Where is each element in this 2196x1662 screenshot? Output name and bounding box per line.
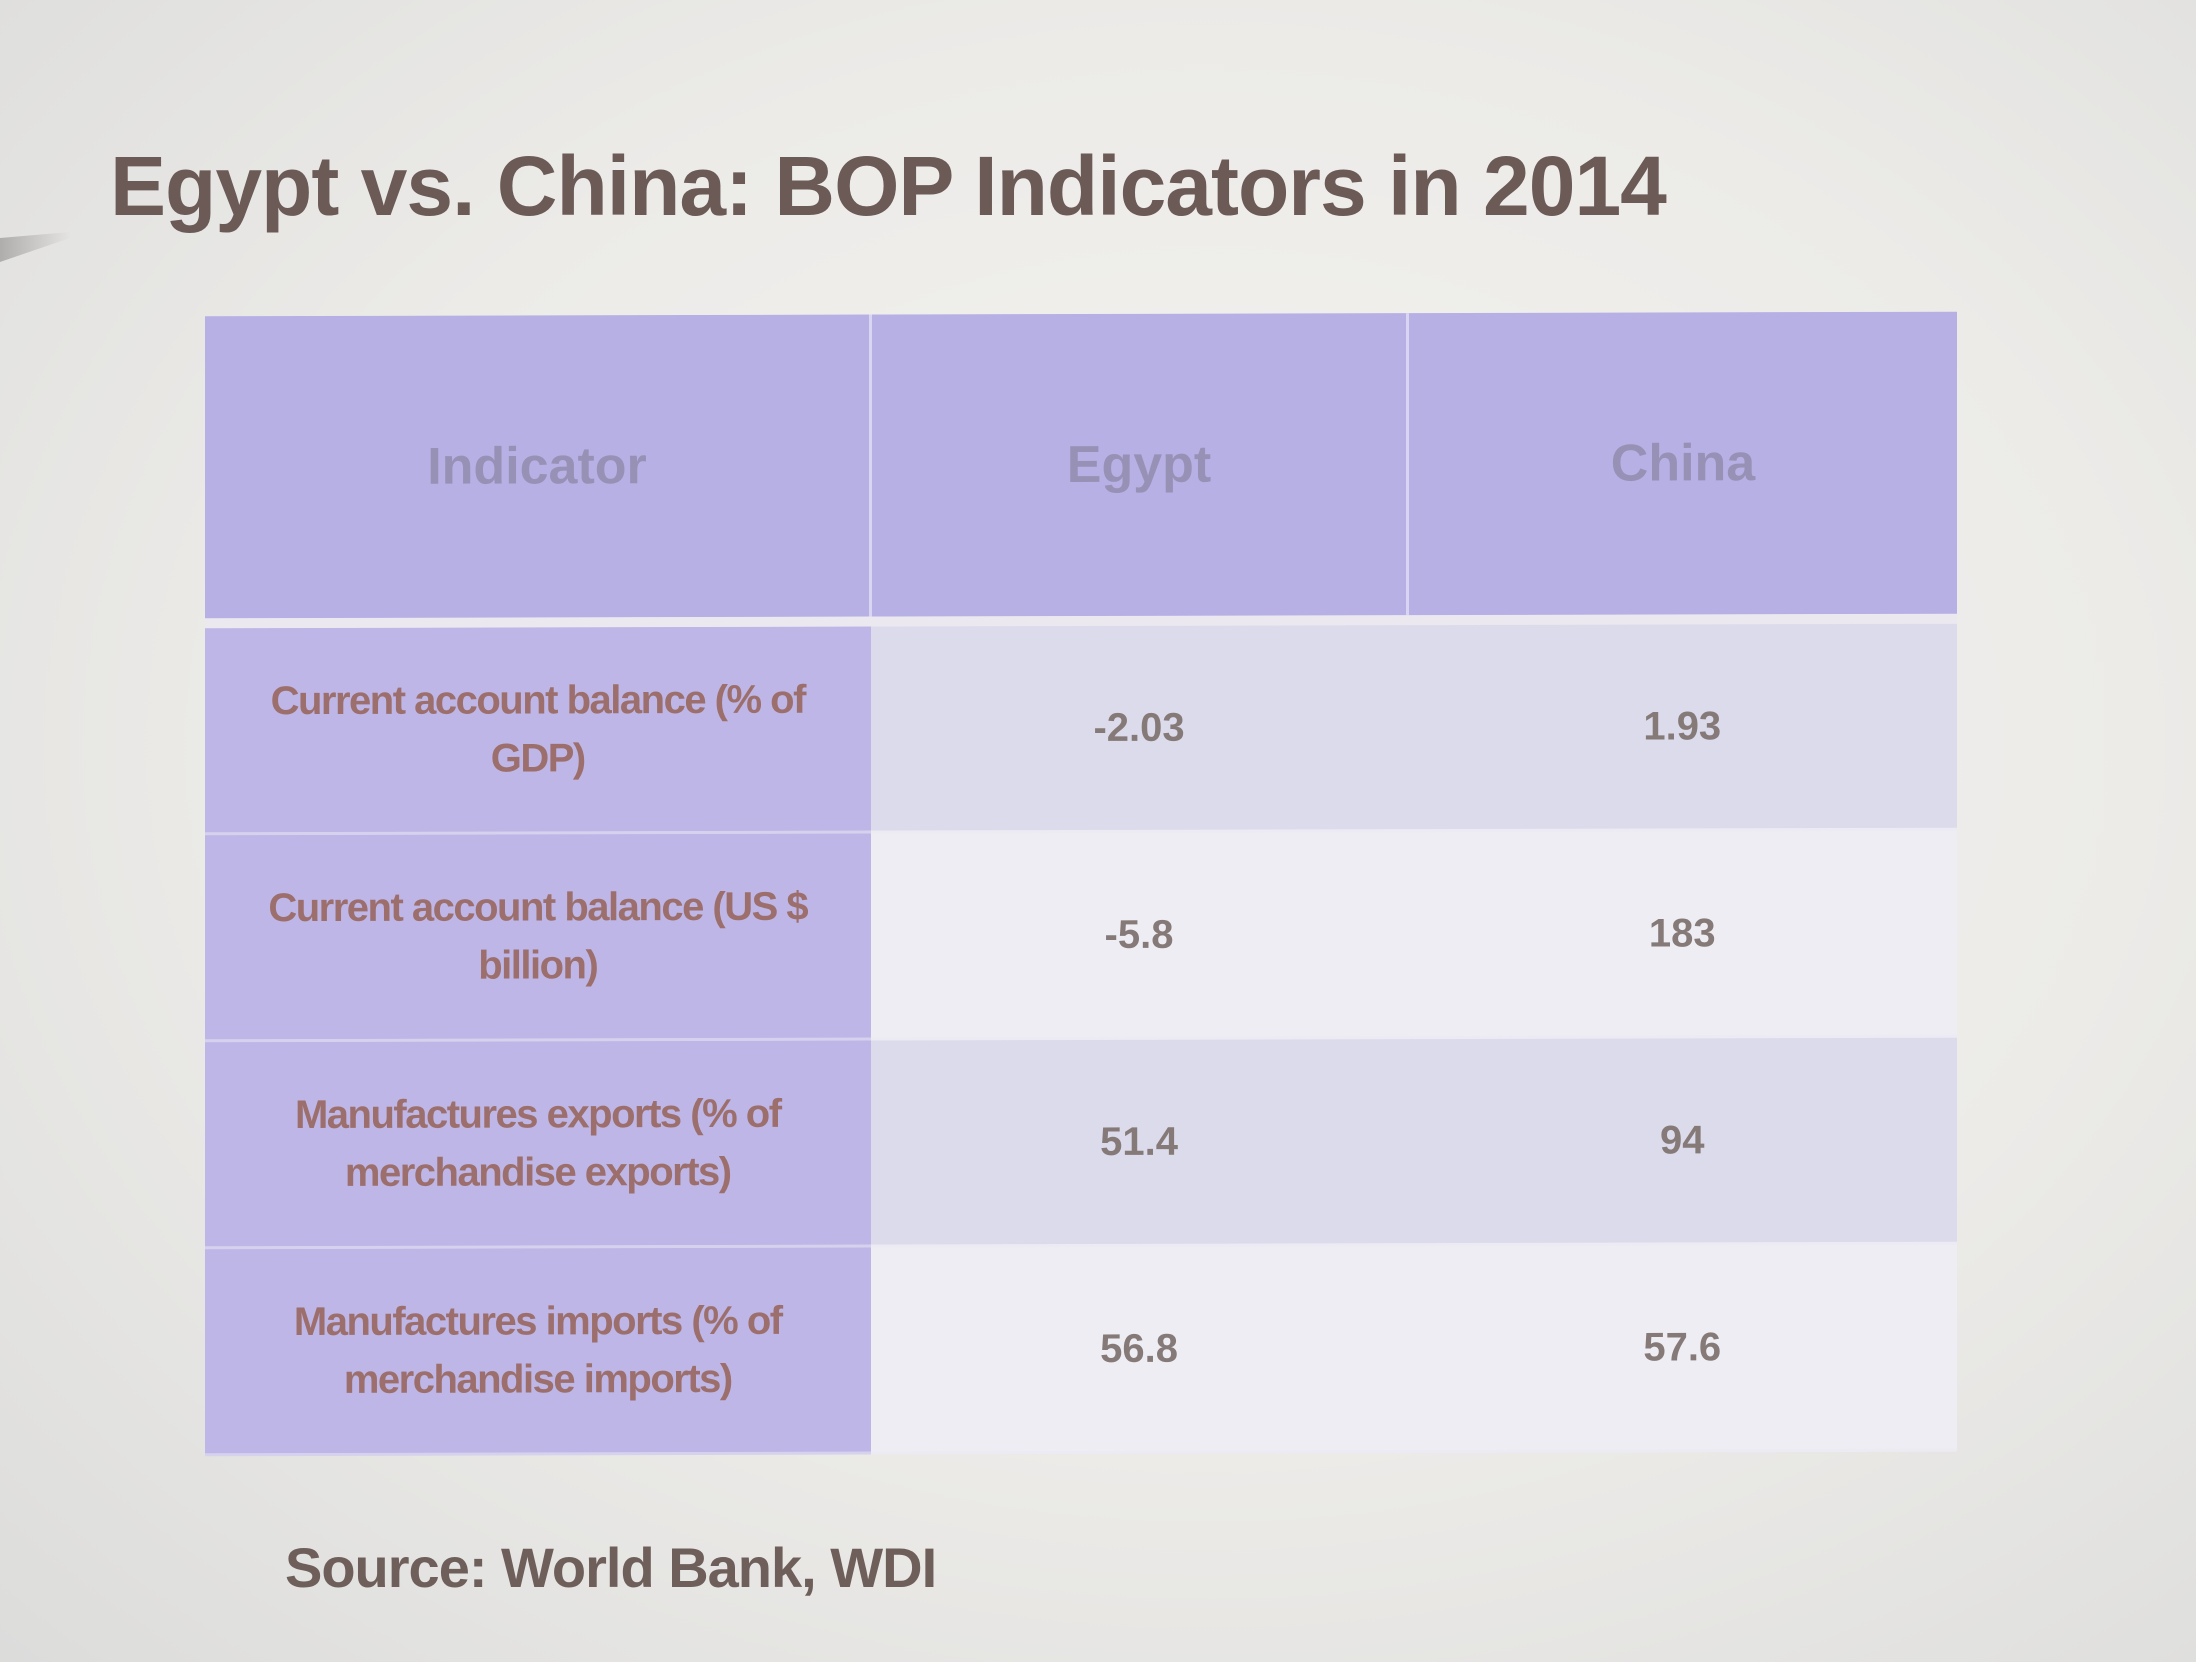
indicator-cell: Current account balance (US $ billion) <box>205 832 871 1041</box>
table-row: Manufactures imports (% of merchandise i… <box>205 1243 1957 1455</box>
indicator-cell: Current account balance (% of GDP) <box>205 621 871 834</box>
china-value-cell: 57.6 <box>1407 1243 1957 1452</box>
slide-title: Egypt vs. China: BOP Indicators in 2014 <box>110 139 1667 233</box>
table-row: Manufactures exports (% of merchandise e… <box>205 1036 1957 1248</box>
table-row: Current account balance (US $ billion) -… <box>205 829 1957 1041</box>
china-value-cell: 94 <box>1407 1036 1957 1245</box>
indicator-cell: Manufactures exports (% of merchandise e… <box>205 1039 871 1248</box>
projector-edge-shadow <box>0 232 70 262</box>
egypt-value-cell: 56.8 <box>870 1244 1408 1454</box>
egypt-value-cell: -2.03 <box>870 620 1408 833</box>
table-row: Current account balance (% of GDP) -2.03… <box>205 618 1957 834</box>
source-note: Source: World Bank, WDI <box>285 1536 937 1599</box>
egypt-value-cell: -5.8 <box>870 830 1408 1040</box>
header-china: China <box>1407 311 1957 621</box>
china-value-cell: 183 <box>1407 829 1957 1038</box>
header-indicator: Indicator <box>205 314 871 624</box>
indicator-cell: Manufactures imports (% of merchandise i… <box>205 1246 871 1455</box>
header-egypt: Egypt <box>870 313 1408 622</box>
china-value-cell: 1.93 <box>1407 618 1957 831</box>
bop-indicators-table: Indicator Egypt China Current account ba… <box>205 311 1957 1457</box>
table-header-row: Indicator Egypt China <box>205 311 1957 624</box>
egypt-value-cell: 51.4 <box>870 1037 1408 1247</box>
